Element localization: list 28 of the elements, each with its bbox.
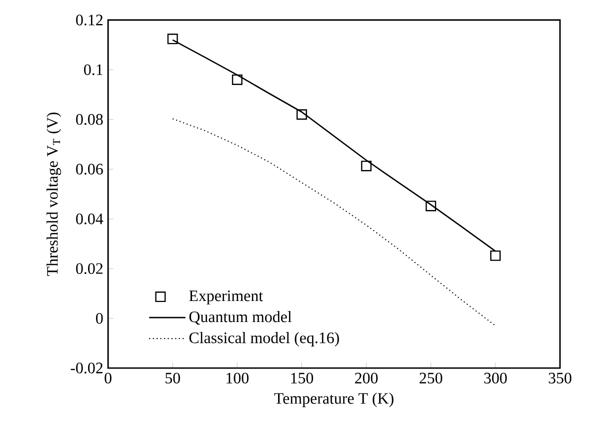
y-tick-label: 0	[96, 312, 103, 324]
point	[361, 160, 372, 172]
point	[490, 250, 501, 261]
y-axis-title: Threshold voltage V$_{T}$ (V)	[46, 112, 62, 276]
x-tick-label: 250	[420, 372, 442, 384]
y-tick-label: 0.04	[76, 214, 104, 224]
x-tick-label: 50	[166, 372, 180, 384]
legend-label: Classical model (eq.16)	[189, 332, 339, 346]
line-series	[172, 118, 496, 326]
x-tick-label: 150	[291, 372, 314, 384]
point	[167, 34, 178, 44]
y-tick-label: 0.12	[76, 14, 102, 26]
y-tick-label: 0.06	[76, 164, 103, 175]
y-tick-label: 0.02	[76, 263, 102, 274]
x-axis-title: Temperature T (K)	[274, 392, 394, 408]
point	[232, 74, 242, 85]
y-tick-label: 0.1	[84, 64, 102, 76]
x-tick-label: 350	[548, 372, 572, 384]
x-tick-label: 100	[226, 372, 249, 384]
legend-label: Quantum model	[189, 311, 292, 325]
x-tick-label: 0	[104, 372, 112, 384]
point	[426, 200, 436, 212]
x-tick-label: 300	[484, 372, 507, 384]
y-tick-label: 0.08	[76, 114, 103, 125]
legend-label: Experiment	[189, 290, 264, 304]
y-tick-label: -0.02	[70, 362, 102, 374]
point	[296, 109, 308, 120]
x-tick-label: 200	[355, 372, 378, 384]
